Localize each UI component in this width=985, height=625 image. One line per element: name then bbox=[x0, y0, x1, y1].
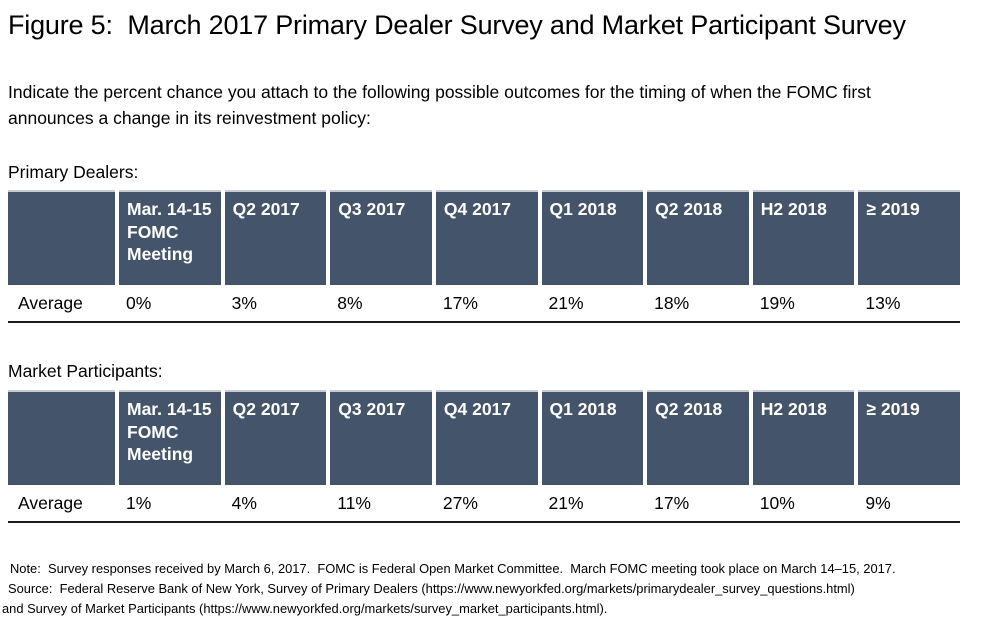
column-header-q3-2017: Q3 2017 bbox=[330, 390, 432, 486]
footnote-source-line2: and Survey of Market Participants (https… bbox=[2, 601, 608, 617]
column-header-q2-2018: Q2 2018 bbox=[647, 390, 749, 486]
column-header-q1-2018: Q1 2018 bbox=[541, 390, 644, 486]
figure-title: Figure 5: March 2017 Primary Dealer Surv… bbox=[8, 10, 906, 40]
pd-value-h2-2018: 19% bbox=[752, 285, 855, 322]
row-label-average: Average bbox=[8, 485, 115, 522]
column-header-h2-2018: H2 2018 bbox=[752, 190, 855, 286]
section-label-market-participants: Market Participants: bbox=[8, 361, 163, 382]
mp-value-q1-2018: 21% bbox=[541, 485, 644, 522]
column-header-ge-2019: ≥ 2019 bbox=[858, 190, 960, 286]
column-header-q2-2017: Q2 2017 bbox=[224, 190, 327, 286]
column-header-fomc-meeting: Mar. 14-15 FOMC Meeting bbox=[119, 390, 221, 486]
column-header-q2-2017: Q2 2017 bbox=[224, 390, 327, 486]
mp-value-ge-2019: 9% bbox=[858, 485, 960, 522]
footnote-source-line1: Source: Federal Reserve Bank of New York… bbox=[8, 581, 855, 597]
column-header-q1-2018: Q1 2018 bbox=[541, 190, 644, 286]
pd-value-q3-2017: 8% bbox=[330, 285, 432, 322]
column-header-q4-2017: Q4 2017 bbox=[435, 390, 538, 486]
mp-value-q4-2017: 27% bbox=[435, 485, 538, 522]
mp-value-q2-2017: 4% bbox=[224, 485, 327, 522]
column-header-q3-2017: Q3 2017 bbox=[330, 190, 432, 286]
mp-value-h2-2018: 10% bbox=[752, 485, 855, 522]
footnotes: Note: Survey responses received by March… bbox=[2, 559, 975, 619]
survey-prompt: Indicate the percent chance you attach t… bbox=[8, 82, 876, 129]
pd-value-ge-2019: 13% bbox=[858, 285, 960, 322]
pd-value-fomc-meeting: 0% bbox=[119, 285, 221, 322]
column-header-blank bbox=[8, 390, 115, 486]
section-label-primary-dealers: Primary Dealers: bbox=[8, 161, 139, 182]
pd-value-q4-2017: 17% bbox=[435, 285, 538, 322]
pd-value-q2-2017: 3% bbox=[224, 285, 327, 322]
primary-dealers-table: Mar. 14-15 FOMC Meeting Q2 2017 Q3 2017 … bbox=[8, 190, 960, 324]
market-participants-table: Mar. 14-15 FOMC Meeting Q2 2017 Q3 2017 … bbox=[8, 390, 960, 524]
mp-value-q3-2017: 11% bbox=[330, 485, 432, 522]
column-header-blank bbox=[8, 190, 115, 286]
row-label-average: Average bbox=[8, 285, 115, 322]
pd-value-q1-2018: 21% bbox=[541, 285, 644, 322]
mp-value-q2-2018: 17% bbox=[647, 485, 749, 522]
footnote-note: Note: Survey responses received by March… bbox=[10, 561, 896, 577]
column-header-q4-2017: Q4 2017 bbox=[435, 190, 538, 286]
mp-value-fomc-meeting: 1% bbox=[119, 485, 221, 522]
column-header-ge-2019: ≥ 2019 bbox=[858, 390, 960, 486]
pd-value-q2-2018: 18% bbox=[647, 285, 749, 322]
column-header-q2-2018: Q2 2018 bbox=[647, 190, 749, 286]
column-header-h2-2018: H2 2018 bbox=[752, 390, 855, 486]
column-header-fomc-meeting: Mar. 14-15 FOMC Meeting bbox=[119, 190, 221, 286]
